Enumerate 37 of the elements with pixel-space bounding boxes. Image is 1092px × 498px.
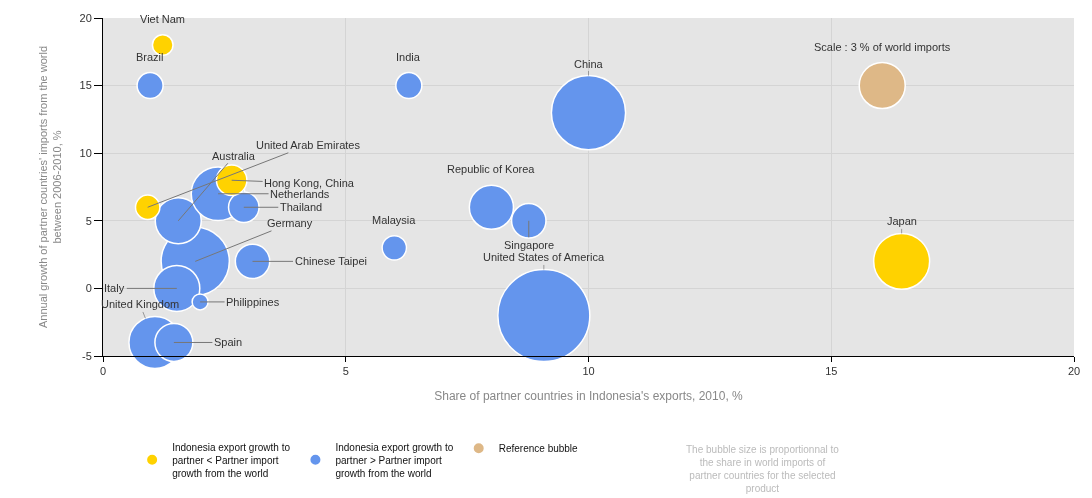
annotation: Scale : 3 % of world imports	[814, 41, 951, 53]
legend-label: Indonesia export growth to partner > Partner import growth from the world	[335, 441, 454, 479]
annotation: Spain	[214, 336, 243, 348]
annotation: India	[396, 51, 421, 63]
y-tick-label: 5	[85, 214, 92, 227]
annotation: Italy	[104, 282, 125, 294]
annotation: Hong Kong, China	[264, 177, 355, 189]
x-tick-label: 20	[1067, 365, 1081, 378]
x-tick-label: 5	[342, 365, 349, 378]
annotation: Brazil	[136, 51, 164, 63]
annotation: Republic of Korea	[447, 163, 536, 175]
y-tick-label: 10	[79, 147, 92, 160]
annotation: Germany	[267, 217, 313, 229]
x-tick-label: 15	[825, 365, 838, 378]
annotation: Thailand	[280, 201, 323, 213]
annotation: Singapore	[504, 239, 555, 251]
annotation: Japan	[887, 215, 917, 227]
y-tick-label: 20	[79, 11, 92, 24]
x-axis-title: Share of partner countries in Indonesia's exports, 2010, %	[434, 389, 744, 404]
text: The bubble size is proportionnal to the share in world imports of partner countries for the selected product	[686, 444, 840, 494]
annotation: Australia	[212, 150, 256, 162]
annotation: Chinese Taipei	[295, 255, 367, 267]
y-axis-title: Annual growth of partner countries' imports from the world between 2006-2010, %	[36, 45, 64, 329]
annotation: China	[574, 58, 604, 70]
annotation: Philippines	[226, 296, 280, 308]
annotation: United States of America	[483, 251, 605, 263]
y-tick-label: -5	[82, 349, 92, 362]
x-tick-label: 10	[582, 365, 595, 378]
annotation: Netherlands	[270, 188, 330, 200]
y-tick-label: 15	[79, 79, 92, 92]
y-tick-label: 0	[85, 282, 92, 295]
annotation: Viet Nam	[140, 13, 186, 25]
annotation: United Arab Emirates	[256, 139, 361, 151]
annotation: Malaysia	[372, 214, 417, 226]
legend-label: Reference bubble	[498, 443, 579, 455]
legend-label: Indonesia export growth to partner < Partner import growth from the world	[172, 441, 291, 479]
x-tick-label: 0	[99, 365, 107, 378]
